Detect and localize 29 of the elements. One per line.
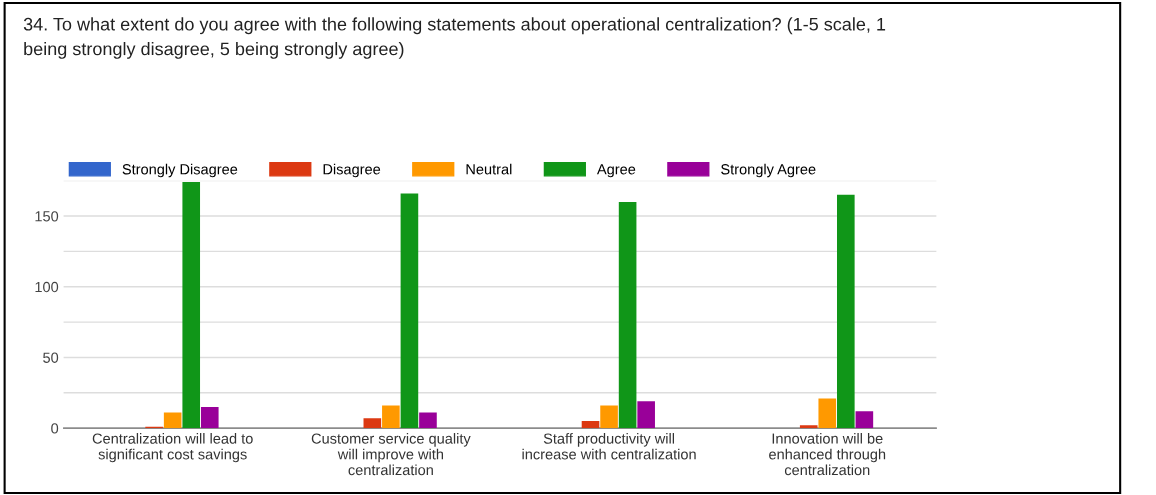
bar bbox=[400, 193, 419, 429]
y-tick-label: 50 bbox=[43, 352, 59, 363]
legend-label: Agree bbox=[596, 164, 636, 178]
bar bbox=[837, 194, 855, 429]
bar bbox=[382, 405, 400, 429]
y-tick-label: 150 bbox=[35, 211, 59, 222]
chart-title: 34. To what extent do you agree with the following statements about operational centralization? (1-5 scale, 1 being strongly disagree, 5 being strongly agree) bbox=[23, 17, 886, 59]
bar bbox=[799, 425, 818, 429]
bar bbox=[637, 401, 655, 429]
bar bbox=[163, 412, 182, 429]
x-tick-label: Staff productivity will increase with centralization bbox=[522, 433, 696, 460]
x-tick-label: Innovation will be enhanced through centralization bbox=[769, 433, 886, 476]
bar bbox=[618, 201, 637, 429]
legend-label: Neutral bbox=[466, 163, 512, 175]
bar bbox=[363, 418, 382, 429]
bar bbox=[200, 406, 219, 429]
x-tick-label: Customer service quality will improve with centralization bbox=[311, 433, 471, 476]
legend-label: Disagree bbox=[323, 163, 381, 178]
y-tick-label: 100 bbox=[35, 281, 59, 293]
x-tick-label: Centralization will lead to significant cost savings bbox=[92, 433, 253, 463]
bar bbox=[600, 405, 618, 429]
bar bbox=[581, 421, 600, 429]
legend-label: Strongly Agree bbox=[721, 163, 816, 178]
y-tick-label: 0 bbox=[51, 423, 59, 434]
bar bbox=[182, 182, 201, 429]
bar bbox=[818, 398, 837, 429]
bar bbox=[855, 411, 874, 429]
legend-label: Strongly Disagree bbox=[122, 163, 238, 178]
bar bbox=[419, 412, 437, 429]
